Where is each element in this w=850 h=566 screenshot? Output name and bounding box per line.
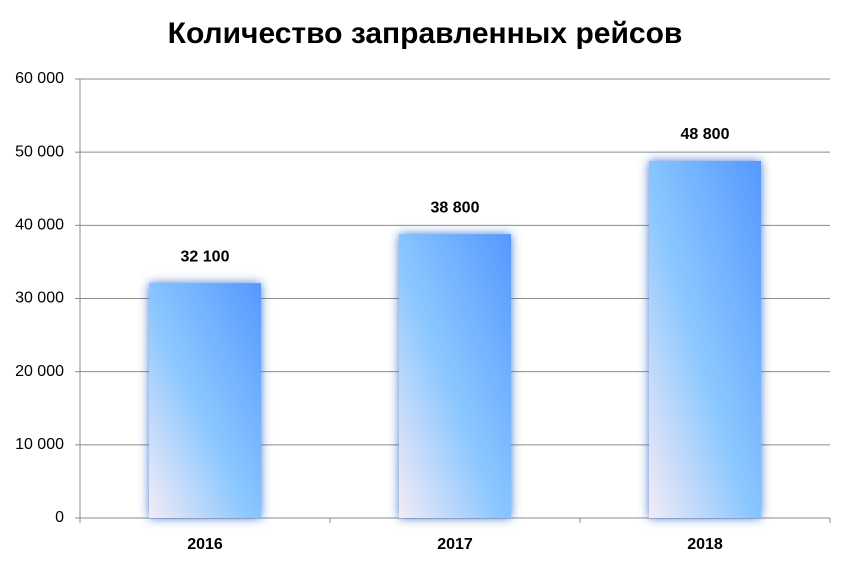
x-tick-label: 2018 [687, 536, 723, 553]
y-tick-label: 60 000 [15, 70, 64, 87]
chart-title: Количество заправленных рейсов [168, 17, 683, 50]
value-label: 38 800 [431, 199, 480, 216]
y-tick-label: 30 000 [15, 290, 64, 307]
y-tick-label: 0 [55, 509, 64, 526]
bar [149, 283, 261, 518]
y-tick-label: 50 000 [15, 143, 64, 160]
y-tick-label: 20 000 [15, 363, 64, 380]
bar [399, 234, 511, 518]
value-label: 48 800 [681, 126, 730, 143]
x-tick-label: 2017 [437, 536, 473, 553]
value-label: 32 100 [181, 248, 230, 265]
bar [649, 160, 761, 519]
y-tick-label: 40 000 [15, 217, 64, 234]
y-tick-label: 10 000 [15, 436, 64, 453]
x-tick-label: 2016 [187, 536, 223, 553]
